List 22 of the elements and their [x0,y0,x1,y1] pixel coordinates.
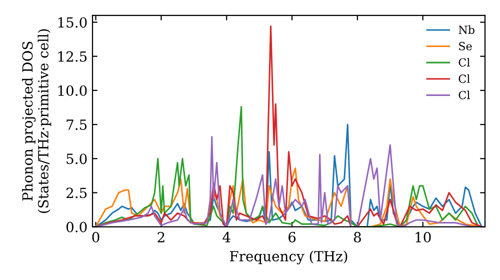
y-tick-label: 5.0 [66,154,87,164]
x-tick-label: 4 [222,232,230,242]
x-tick-label: 0 [92,232,100,242]
y-tick-label: 0.0 [66,222,87,232]
x-tick-label: 6 [288,232,296,242]
x-tick-label: 8 [354,232,361,242]
y-tick-label: 12.5 [58,51,87,62]
y-tick-label: 7.5 [66,120,87,130]
legend-label: Se [459,42,472,50]
y-tick-label: 2.5 [66,188,87,198]
y-axis-title: Phonon projected DOS (States/THz·primitive cell) [22,29,52,213]
line-series [95,106,480,227]
legend-label: Cl [458,58,470,67]
x-axis-title: Frequency (THz) [230,250,348,264]
legend-label: Nb [458,25,474,34]
line-series [95,26,482,227]
x-tick-label: 2 [158,232,164,242]
y-tick-label: 15.0 [58,17,87,28]
legend-label: Cl [458,90,470,100]
y-tick-label: 10.0 [58,85,87,96]
legend-label: Cl [458,74,470,83]
x-tick-label: 10 [416,232,431,242]
